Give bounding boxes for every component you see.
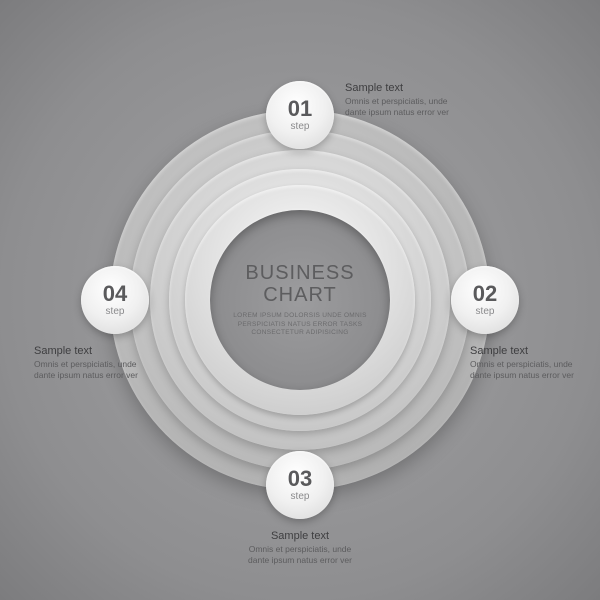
callout-04: Sample text Omnis et perspiciatis, unde … (34, 345, 144, 380)
step-badge-04: 04 step (81, 266, 149, 334)
step-label: step (476, 306, 495, 317)
center-hole: BUSINESS CHART LOREM IPSUM DOLORSIS UNDE… (210, 210, 390, 390)
callout-01: Sample text Omnis et perspiciatis, unde … (345, 82, 455, 117)
callout-body: Omnis et perspiciatis, unde dante ipsum … (245, 544, 355, 565)
step-badge-01: 01 step (266, 81, 334, 149)
callout-body: Omnis et perspiciatis, unde dante ipsum … (345, 96, 455, 117)
step-number: 03 (288, 468, 312, 490)
chart-title: BUSINESS CHART (245, 262, 354, 306)
step-label: step (106, 306, 125, 317)
callout-title: Sample text (470, 345, 580, 357)
chart-title-line1: BUSINESS (245, 262, 354, 284)
chart-title-line2: CHART (263, 284, 337, 306)
step-number: 04 (103, 283, 127, 305)
step-label: step (291, 121, 310, 132)
step-badge-02: 02 step (451, 266, 519, 334)
callout-03: Sample text Omnis et perspiciatis, unde … (245, 530, 355, 565)
callout-title: Sample text (34, 345, 144, 357)
callout-body: Omnis et perspiciatis, unde dante ipsum … (470, 359, 580, 380)
callout-title: Sample text (345, 82, 455, 94)
callout-body: Omnis et perspiciatis, unde dante ipsum … (34, 359, 144, 380)
infographic-stage: BUSINESS CHART LOREM IPSUM DOLORSIS UNDE… (0, 0, 600, 600)
callout-title: Sample text (245, 530, 355, 542)
chart-description: LOREM IPSUM DOLORSIS UNDE OMNIS PERSPICI… (224, 312, 376, 337)
step-label: step (291, 491, 310, 502)
step-number: 01 (288, 98, 312, 120)
step-badge-03: 03 step (266, 451, 334, 519)
step-number: 02 (473, 283, 497, 305)
callout-02: Sample text Omnis et perspiciatis, unde … (470, 345, 580, 380)
